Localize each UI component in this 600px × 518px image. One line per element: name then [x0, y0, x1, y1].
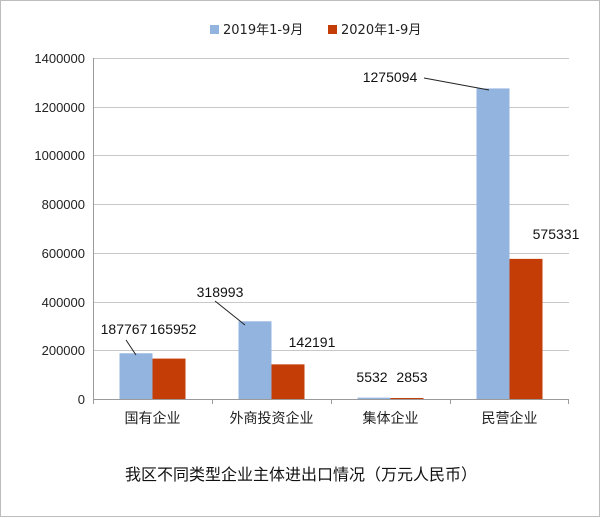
legend: 2019年1-9月 2020年1-9月 — [210, 23, 421, 38]
x-category-label: 集体企业 — [363, 410, 419, 427]
x-category-label: 民营企业 — [482, 410, 538, 427]
axes: 0 200000 400000 600000 800000 1000000 1200000 1… — [34, 51, 569, 427]
data-label: 575331 — [533, 226, 580, 242]
y-tick-label: 1400000 — [34, 51, 85, 66]
data-label: 187767 — [101, 321, 148, 337]
bar — [119, 353, 153, 399]
bar — [238, 321, 272, 399]
x-category-label: 外商投资企业 — [230, 410, 314, 427]
data-label: 318993 — [197, 284, 244, 300]
y-tick-label: 600000 — [42, 246, 85, 261]
bar — [152, 358, 186, 399]
chart-title: 我区不同类型企业主体进出口情况（万元人民币） — [125, 465, 477, 484]
y-tick-label: 0 — [78, 392, 85, 407]
bar — [390, 398, 424, 399]
y-tick-label: 400000 — [42, 295, 85, 310]
data-label: 142191 — [289, 334, 336, 350]
data-label: 5532 — [356, 369, 387, 385]
legend-label: 2020年1-9月 — [341, 23, 421, 38]
bar — [271, 364, 305, 399]
legend-swatch — [210, 25, 219, 34]
leader-line — [423, 77, 490, 91]
legend-swatch — [328, 25, 337, 34]
y-tick-label: 1200000 — [34, 100, 85, 115]
legend-label: 2019年1-9月 — [223, 23, 303, 38]
y-tick-label: 800000 — [42, 197, 85, 212]
bars — [119, 88, 543, 400]
leader-line — [214, 300, 246, 326]
data-labels: 187767 318993 5532 1275094 165952 142191 2853 5… — [101, 69, 580, 385]
data-label: 165952 — [150, 321, 197, 337]
y-tick-label: 1000000 — [34, 148, 85, 163]
x-category-label: 国有企业 — [125, 410, 181, 427]
bar — [357, 397, 391, 399]
leader-line — [125, 339, 137, 356]
bar — [509, 258, 543, 399]
data-label: 2853 — [396, 369, 427, 385]
data-label: 1275094 — [363, 69, 418, 85]
y-tick-label: 200000 — [42, 343, 85, 358]
gridlines — [93, 58, 569, 351]
bar — [476, 88, 510, 400]
